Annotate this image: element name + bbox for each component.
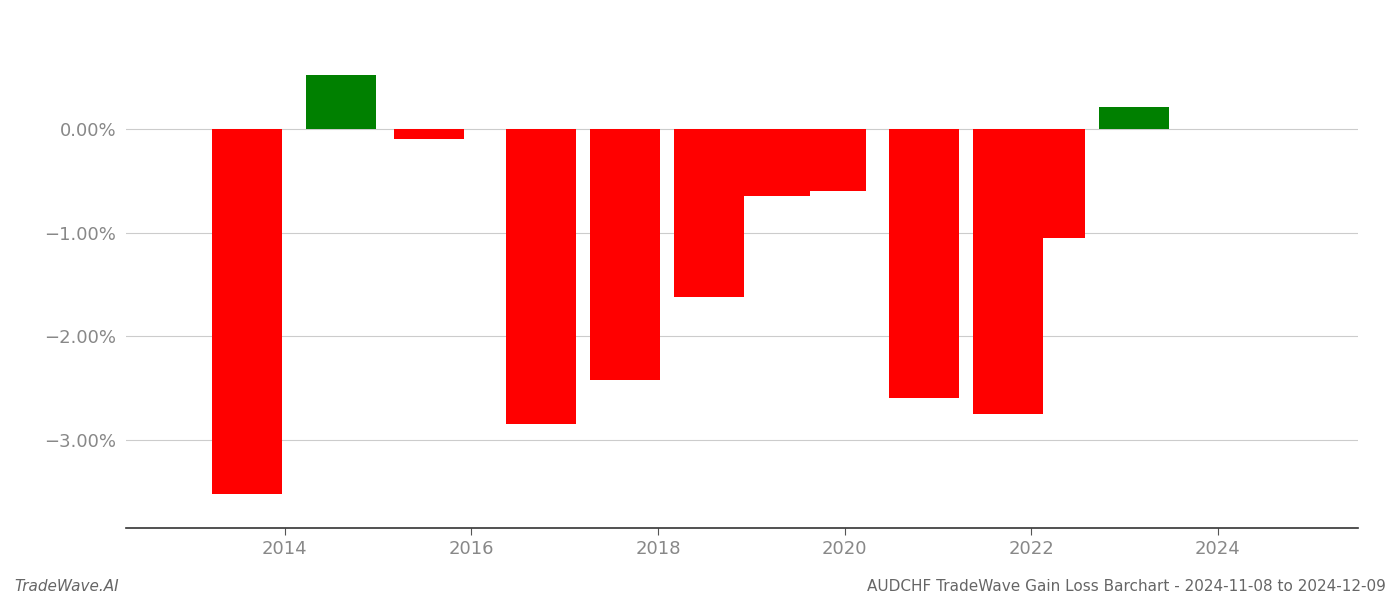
Text: AUDCHF TradeWave Gain Loss Barchart - 2024-11-08 to 2024-12-09: AUDCHF TradeWave Gain Loss Barchart - 20… — [867, 579, 1386, 594]
Bar — [739, 129, 809, 196]
Bar — [213, 129, 283, 494]
Bar — [507, 129, 577, 424]
Bar — [591, 129, 661, 380]
Bar — [305, 75, 375, 129]
Text: TradeWave.AI: TradeWave.AI — [14, 579, 119, 594]
Bar — [1099, 107, 1169, 129]
Bar — [1015, 129, 1085, 238]
Bar — [395, 129, 465, 139]
Bar — [675, 129, 745, 297]
Bar — [795, 129, 865, 191]
Bar — [973, 129, 1043, 414]
Bar — [889, 129, 959, 398]
